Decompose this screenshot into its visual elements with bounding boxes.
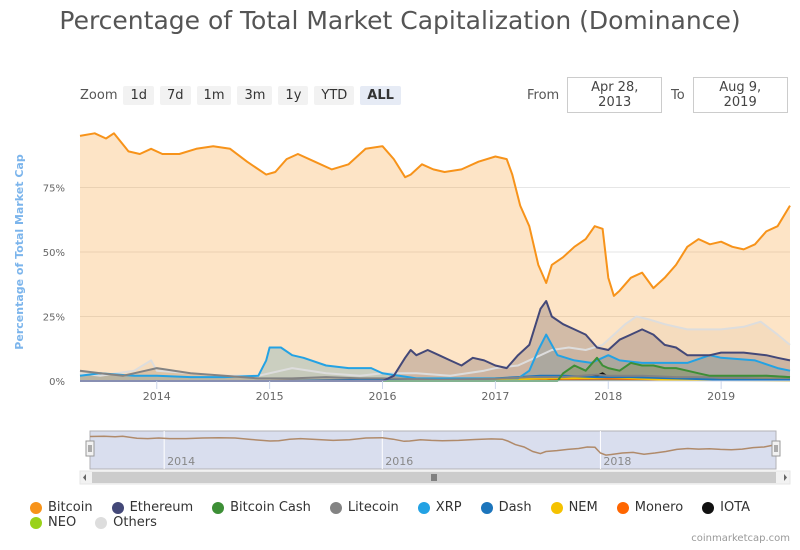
legend-item-monero[interactable]: Monero xyxy=(616,500,684,515)
series-line-bitcoin xyxy=(79,132,791,297)
legend-label-bitcoin-cash: Bitcoin Cash xyxy=(230,500,311,515)
legend-item-bitcoin-cash[interactable]: Bitcoin Cash xyxy=(212,500,311,515)
x-tick-label: 2019 xyxy=(707,390,735,403)
legend-label-iota: IOTA xyxy=(720,500,751,515)
legend-marker-monero xyxy=(616,501,629,514)
x-tick-label: 2017 xyxy=(481,390,509,403)
series-area-bitcoin xyxy=(80,133,790,381)
legend-marker-iota xyxy=(702,501,715,514)
legend-label-dash: Dash xyxy=(498,500,532,515)
series-line-bitcoin-cash xyxy=(80,356,791,382)
y-tick-label: 75% xyxy=(43,184,65,195)
y-axis-title: Percentage of Total Market Cap xyxy=(13,154,26,350)
legend-label-litecoin: Litecoin xyxy=(347,500,399,515)
series-area-others xyxy=(80,316,790,381)
y-tick-label: 50% xyxy=(43,248,65,259)
legend-row-2: NEO Others xyxy=(30,515,176,530)
series-area-dash xyxy=(80,375,790,381)
legend-label-ethereum: Ethereum xyxy=(129,500,194,515)
x-tick-label: 2016 xyxy=(369,390,397,403)
zoom-toolbar: Zoom 1d 7d 1m 3m 1y YTD ALL xyxy=(80,84,407,106)
legend-item-ethereum[interactable]: Ethereum xyxy=(111,500,194,515)
credits-link[interactable]: coinmarketcap.com xyxy=(691,533,790,544)
legend-item-litecoin[interactable]: Litecoin xyxy=(329,500,399,515)
series-line-litecoin xyxy=(79,367,791,381)
legend-label-bitcoin: Bitcoin xyxy=(48,500,93,515)
legend-marker-bitcoin-cash xyxy=(212,501,225,514)
x-tick-label: 2014 xyxy=(143,390,171,403)
date-range-to: To Aug 9, 2019 xyxy=(671,77,788,113)
zoom-1d-button[interactable]: 1d xyxy=(123,85,155,105)
navigator-tick-label: 2014 xyxy=(167,455,195,468)
date-range-from: From Apr 28, 2013 xyxy=(527,77,663,113)
legend-marker-dash xyxy=(480,501,493,514)
series-line-ethereum xyxy=(80,300,791,382)
from-label: From xyxy=(527,87,560,103)
legend-marker-nem xyxy=(550,501,563,514)
legend-marker-litecoin xyxy=(329,501,342,514)
navigator-tick-label: 2018 xyxy=(603,455,631,468)
legend-item-bitcoin[interactable]: Bitcoin xyxy=(30,500,93,515)
chart-title: Percentage of Total Market Capitalizatio… xyxy=(59,6,741,35)
zoom-1y-button[interactable]: 1y xyxy=(278,85,309,105)
navigator-right-handle[interactable] xyxy=(771,440,781,457)
legend-item-neo[interactable]: NEO xyxy=(30,515,76,530)
zoom-label: Zoom xyxy=(80,87,118,103)
legend-item-nem[interactable]: NEM xyxy=(550,500,598,515)
legend-item-dash[interactable]: Dash xyxy=(480,500,532,515)
zoom-1m-button[interactable]: 1m xyxy=(196,85,232,105)
legend-label-nem: NEM xyxy=(568,500,598,515)
y-tick-label: 0% xyxy=(49,377,65,388)
legend-label-others: Others xyxy=(113,515,157,530)
navigator-left-handle[interactable] xyxy=(85,440,95,457)
legend-label-xrp: XRP xyxy=(435,500,462,515)
legend-marker-ethereum xyxy=(111,501,124,514)
series-line-dash xyxy=(80,374,790,382)
navigator-tick-label: 2016 xyxy=(385,455,413,468)
y-tick-label: 25% xyxy=(43,313,65,324)
legend-item-iota[interactable]: IOTA xyxy=(702,500,750,515)
to-label: To xyxy=(671,87,685,103)
legend-marker-bitcoin xyxy=(30,501,42,514)
legend-item-xrp[interactable]: XRP xyxy=(417,500,462,515)
series-area-ethereum xyxy=(80,301,790,381)
legend-item-others[interactable]: Others xyxy=(95,515,157,530)
scrollbar-left-arrow-icon[interactable] xyxy=(83,474,86,481)
legend-label-neo: NEO xyxy=(48,515,77,530)
legend-marker-neo xyxy=(30,516,42,529)
zoom-7d-button[interactable]: 7d xyxy=(160,85,191,105)
legend-marker-xrp xyxy=(417,501,430,514)
scrollbar-right-arrow-icon[interactable] xyxy=(784,474,787,481)
legend-row-1: Bitcoin Ethereum Bitcoin Cash Litecoin X… xyxy=(30,500,769,515)
zoom-all-button[interactable]: ALL xyxy=(360,85,401,105)
zoom-ytd-button[interactable]: YTD xyxy=(314,85,355,105)
from-date-input[interactable]: Apr 28, 2013 xyxy=(567,77,663,113)
legend-marker-others xyxy=(95,516,108,529)
navigator: 2014 2016 2018 xyxy=(85,430,781,470)
x-tick-label: 2015 xyxy=(256,390,284,403)
legend-label-monero: Monero xyxy=(634,500,684,515)
x-tick-label: 2018 xyxy=(594,390,622,403)
zoom-3m-button[interactable]: 3m xyxy=(237,85,273,105)
navigator-series-line xyxy=(89,435,777,456)
to-date-input[interactable]: Aug 9, 2019 xyxy=(692,77,788,113)
